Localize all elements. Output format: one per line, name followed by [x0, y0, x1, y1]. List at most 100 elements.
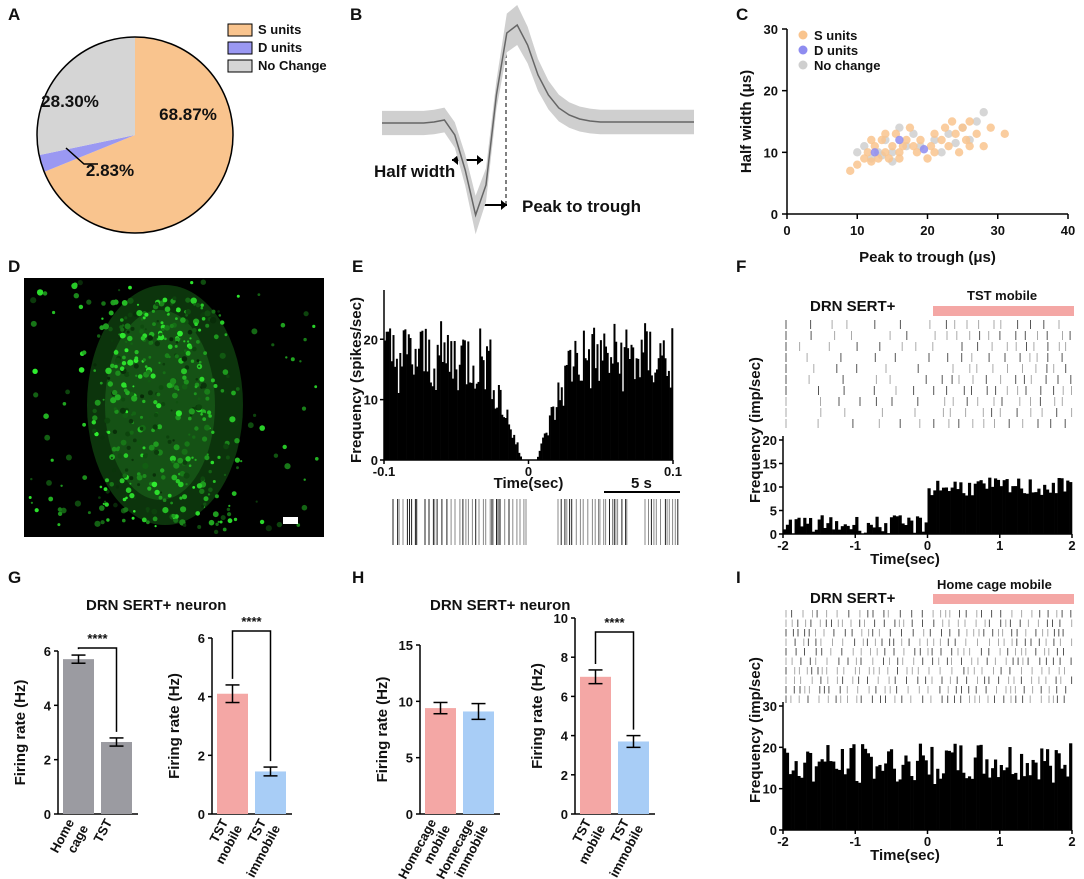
neuron-dot [129, 391, 135, 397]
neuron-dot [152, 473, 156, 477]
peth-bar [875, 516, 879, 534]
peth-bar [837, 529, 842, 534]
neuron-dot [123, 453, 129, 458]
neuron-dot [197, 397, 201, 401]
autocorr-bar [520, 456, 522, 460]
peth-bar [1014, 772, 1018, 830]
peth-bar [1022, 493, 1027, 534]
neuron-dot [99, 485, 103, 489]
neuron-dot [82, 422, 86, 427]
neuron-dot [118, 289, 121, 292]
neuron-dot [303, 478, 306, 481]
neuron-dot [152, 322, 156, 326]
neuron-dot [105, 478, 109, 483]
neuron-dot [188, 345, 193, 350]
neuron-dot [133, 497, 136, 500]
peth-bar [927, 774, 931, 830]
neuron-dot [205, 396, 210, 401]
neuron-dot [166, 312, 170, 316]
autocorr-bar [586, 360, 589, 460]
scatter-point-no-change [944, 129, 953, 139]
neuron-dot [208, 519, 215, 526]
y-tick-label: 0 [371, 453, 378, 468]
autocorr-bar [662, 340, 665, 460]
neuron-dot [192, 435, 196, 439]
neuron-dot [94, 399, 101, 406]
peth-bar [814, 766, 818, 830]
neuron-dot [151, 309, 155, 313]
neuron-dot [184, 365, 190, 370]
autocorr-bar [572, 366, 575, 460]
neuron-dot [183, 379, 189, 385]
autocorr-bar [423, 371, 426, 460]
neuron-dot [210, 460, 215, 465]
autocorr-bar [491, 399, 494, 460]
neuron-dot [139, 329, 144, 334]
neuron-dot [162, 507, 169, 514]
autocorr-bar [384, 340, 386, 460]
neuron-dot [146, 520, 150, 525]
neuron-dot [113, 350, 119, 355]
peth-bar [884, 523, 888, 534]
neuron-dot [207, 493, 211, 496]
neuron-dot [174, 514, 179, 519]
peth-bar [820, 759, 824, 830]
bar [580, 676, 611, 814]
x-tick-label: 10 [850, 223, 864, 238]
neuron-dot [194, 385, 198, 389]
autocorr-bar [429, 382, 432, 460]
neuron-dot [172, 392, 178, 399]
neuron-dot [175, 410, 182, 417]
neuron-dot [30, 501, 33, 504]
peth-bar [1022, 776, 1027, 830]
neuron-dot [154, 525, 157, 528]
neuron-dot [142, 399, 146, 404]
peth-bar [858, 782, 862, 830]
neuron-dot [312, 324, 316, 328]
panel-g-title: DRN SERT+ neuron [86, 597, 226, 614]
neuron-dot [99, 505, 105, 511]
neuron-dot [94, 520, 101, 527]
peth-bar [863, 748, 868, 830]
neuron-dot [193, 392, 197, 396]
scatter-point-s-units [1000, 129, 1009, 139]
autocorr-bar [599, 340, 602, 460]
neuron-dot [131, 458, 134, 462]
autocorr-bar [480, 356, 483, 460]
y-tick-label: 0 [198, 807, 205, 822]
x-tick-label: 0 [924, 538, 931, 553]
d-units-leader-line [65, 147, 98, 165]
x-axis-label: Time(sec) [870, 551, 940, 568]
legend-label: D units [814, 43, 858, 58]
neuron-dot [222, 527, 227, 532]
neuron-dot [123, 388, 128, 393]
autocorr-bar [440, 321, 443, 460]
autocorr-bar [560, 387, 563, 460]
neuron-dot [113, 502, 118, 508]
peth-bar [1005, 767, 1009, 830]
neuron-dot [208, 469, 212, 474]
x-tick-label: 2 [1068, 834, 1075, 849]
peth-bar [959, 745, 963, 830]
neuron-dot [161, 327, 165, 332]
peth-bar [791, 770, 795, 830]
neuron-dot [114, 409, 119, 414]
autocorr-bar [559, 400, 562, 460]
panel-letter-h: H [352, 568, 364, 587]
neuron-dot [265, 525, 272, 532]
y-tick-label: 5 [770, 504, 777, 519]
neuron-dot [173, 444, 180, 451]
peth-bar [970, 778, 975, 830]
peth-bar [889, 749, 894, 830]
peth-bar [1060, 768, 1064, 830]
autocorr-bar [436, 344, 439, 460]
peth-bar [915, 516, 920, 534]
neuron-dot [199, 376, 205, 382]
autocorr-bar [433, 368, 436, 460]
neuron-dot [151, 428, 156, 433]
autocorr-bar [550, 407, 553, 460]
autocorr-bar [537, 456, 539, 460]
neuron-dot [175, 341, 179, 344]
neuron-dot [196, 359, 200, 362]
neuron-dot [132, 411, 137, 416]
